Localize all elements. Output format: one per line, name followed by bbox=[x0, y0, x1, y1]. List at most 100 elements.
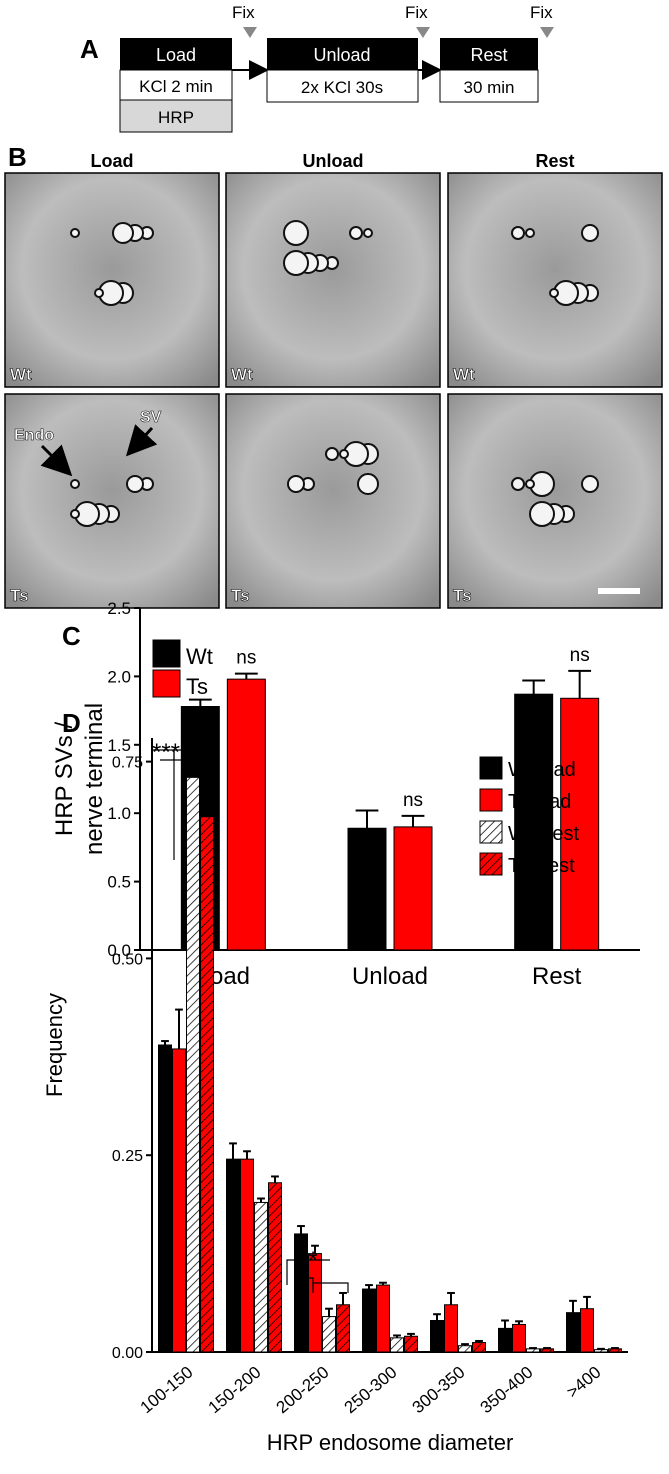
panel-b: B Load Unload Rest Wt Wt Wt Ts Ts Ts Endo SV bbox=[4, 142, 663, 609]
bar bbox=[526, 1348, 540, 1353]
bar bbox=[390, 1337, 404, 1353]
x-axis-label: HRP endosome diameter bbox=[267, 1430, 514, 1455]
step-header bbox=[440, 38, 538, 70]
micrograph bbox=[4, 172, 220, 388]
legend-swatch bbox=[152, 639, 181, 668]
step-title: Rest bbox=[470, 45, 507, 65]
legend-swatch bbox=[479, 756, 503, 780]
vesicle bbox=[70, 479, 80, 489]
row-label: Ts bbox=[453, 586, 472, 605]
bar bbox=[566, 1312, 580, 1353]
vesicle bbox=[126, 475, 144, 493]
bar bbox=[362, 1288, 376, 1353]
vesicle bbox=[287, 475, 305, 493]
bar bbox=[172, 1048, 186, 1353]
vesicle bbox=[581, 475, 599, 493]
legend-label: Ts Rest bbox=[508, 855, 575, 877]
x-tick-label: 200-250 bbox=[273, 1363, 333, 1418]
bar bbox=[226, 678, 266, 951]
row-label: Ts bbox=[10, 586, 29, 605]
bar bbox=[336, 1304, 350, 1353]
x-tick-label: 250-300 bbox=[341, 1363, 401, 1418]
legend-swatch bbox=[479, 788, 503, 812]
significance: ns bbox=[236, 648, 256, 669]
bar bbox=[200, 816, 214, 1353]
vesicle bbox=[511, 477, 525, 491]
bar bbox=[294, 1233, 308, 1353]
bar bbox=[404, 1335, 418, 1353]
y-tick-label: 0.75 bbox=[112, 755, 143, 772]
x-tick-label: 350-400 bbox=[477, 1363, 537, 1418]
legend-label: Ts load bbox=[508, 791, 571, 813]
bar bbox=[322, 1316, 336, 1353]
vesicle bbox=[529, 501, 555, 527]
vesicle bbox=[283, 220, 309, 246]
bracket bbox=[286, 1259, 306, 1285]
bracket bbox=[312, 1282, 349, 1293]
vesicle bbox=[511, 226, 525, 240]
vesicle bbox=[525, 479, 535, 489]
y-tick-label: 1.5 bbox=[107, 736, 131, 755]
y-tick-label: 2.5 bbox=[107, 599, 131, 618]
significance: ns bbox=[403, 790, 423, 811]
vesicle bbox=[70, 509, 80, 519]
vesicle bbox=[112, 222, 134, 244]
bracket bbox=[173, 749, 205, 760]
step-box bbox=[266, 69, 419, 103]
y-tick-label: 1.0 bbox=[107, 804, 131, 823]
fix-marker bbox=[243, 27, 554, 38]
micrograph bbox=[225, 172, 441, 388]
bar bbox=[594, 1349, 608, 1353]
bar bbox=[254, 1201, 268, 1353]
vesicle bbox=[357, 473, 379, 495]
step-condition: HRP bbox=[158, 108, 194, 127]
scale-bar bbox=[598, 588, 640, 594]
panel-a: A Fix Fix Fix Load KCl 2 min HRP Unload … bbox=[80, 3, 554, 133]
column-header: Unload bbox=[303, 151, 364, 171]
vesicle bbox=[363, 228, 373, 238]
vesicle bbox=[349, 226, 363, 240]
significance: ns bbox=[570, 645, 590, 666]
bar bbox=[430, 1320, 444, 1353]
y-tick-label: 0.00 bbox=[112, 1345, 143, 1362]
annotation: SV bbox=[140, 409, 162, 426]
panel-label: A bbox=[80, 34, 99, 64]
vesicle bbox=[581, 224, 599, 242]
bar bbox=[580, 1308, 594, 1353]
y-tick-label: 0.5 bbox=[107, 873, 131, 892]
legend-label: Wt bbox=[186, 644, 213, 669]
bar bbox=[347, 827, 387, 951]
y-tick-label: 0.50 bbox=[112, 951, 143, 968]
legend-label: Ts bbox=[186, 674, 208, 699]
panel-label: D bbox=[62, 708, 81, 738]
legend-swatch bbox=[479, 852, 503, 876]
row-label: Wt bbox=[453, 365, 475, 384]
vesicle bbox=[339, 449, 349, 459]
fix-label: Fix bbox=[405, 3, 428, 22]
bar bbox=[444, 1304, 458, 1353]
bar bbox=[393, 826, 433, 951]
legend-label: Wt load bbox=[508, 759, 576, 781]
bar bbox=[560, 697, 600, 951]
step-box bbox=[119, 69, 233, 101]
micrograph bbox=[225, 393, 441, 609]
x-tick-label: 300-350 bbox=[409, 1363, 469, 1418]
bracket bbox=[151, 749, 175, 860]
step-box bbox=[439, 69, 539, 103]
vesicle bbox=[549, 288, 559, 298]
row-label: Ts bbox=[231, 586, 250, 605]
pointer bbox=[40, 444, 73, 477]
x-tick-label: Rest bbox=[532, 963, 582, 990]
x-tick-label: 150-200 bbox=[205, 1363, 265, 1418]
micrograph bbox=[4, 393, 220, 609]
micrograph bbox=[447, 393, 663, 609]
step-title: Unload bbox=[313, 45, 370, 65]
bar bbox=[514, 693, 554, 951]
column-header: Load bbox=[91, 151, 134, 171]
panel-label: B bbox=[8, 142, 27, 172]
step-header bbox=[120, 38, 232, 70]
bar bbox=[268, 1182, 282, 1353]
bar bbox=[512, 1323, 526, 1353]
x-tick-label: >400 bbox=[563, 1363, 605, 1402]
